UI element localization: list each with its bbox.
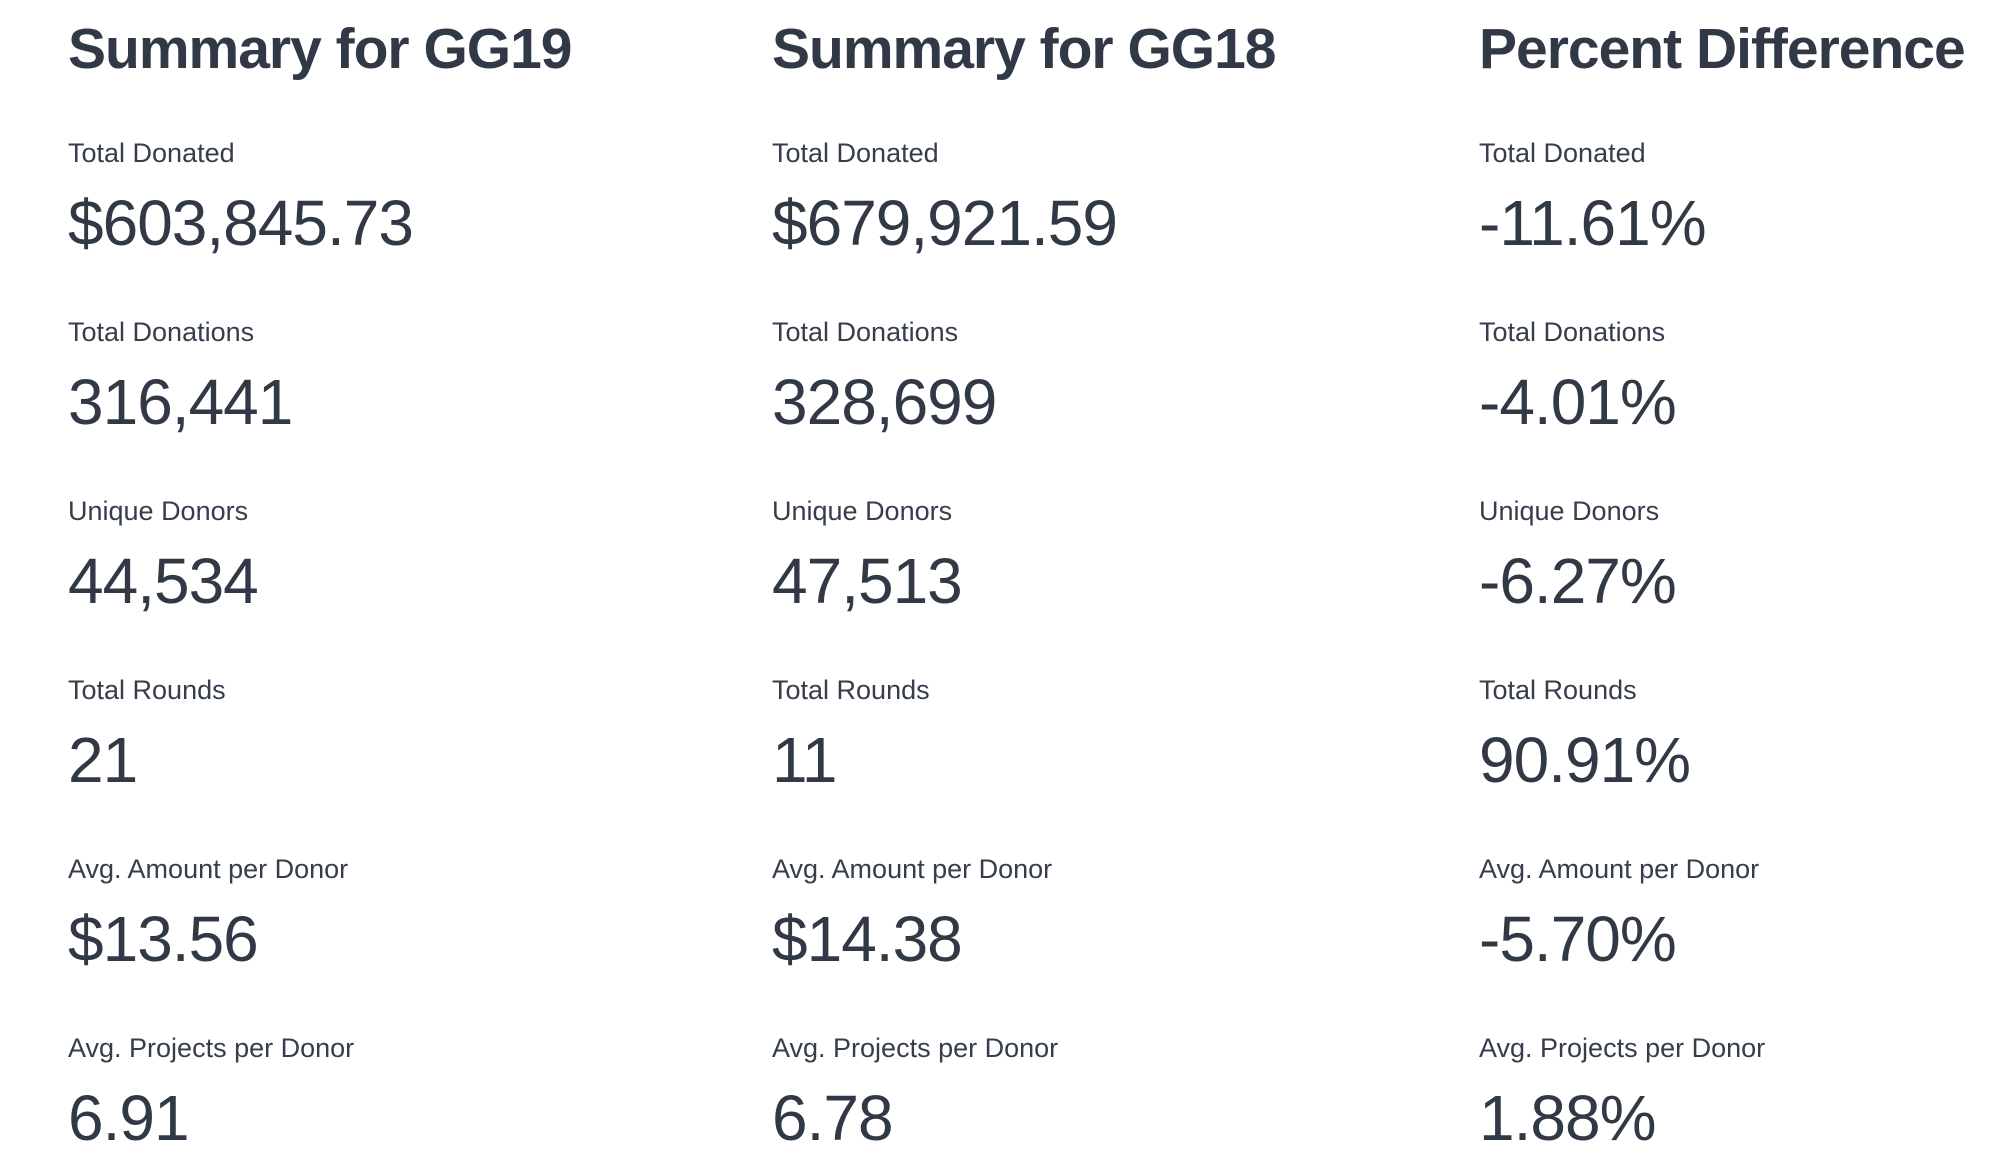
metric-label: Avg. Projects per Donor [772,1033,1059,1063]
metric-total-donations: Total Donations -4.01% [1479,315,2012,441]
column-title: Percent Difference [1479,17,1966,81]
metric-value: -5.70% [1479,903,1677,975]
metric-label: Total Rounds [772,675,930,705]
metric-label: Avg. Projects per Donor [68,1033,355,1063]
metric-label: Avg. Projects per Donor [1479,1033,1766,1063]
metric-label: Avg. Amount per Donor [68,854,349,884]
metric-label: Avg. Amount per Donor [1479,854,1760,884]
column-title: Summary for GG18 [772,17,1277,81]
metric-value: 11 [772,724,837,796]
metric-label: Avg. Amount per Donor [772,854,1053,884]
metric-unique-donors: Unique Donors 47,513 [772,494,1479,620]
column-title: Summary for GG19 [68,17,573,81]
metric-avg-projects-per-donor: Avg. Projects per Donor 6.91 [68,1031,772,1157]
metric-value: $679,921.59 [772,187,1118,259]
metric-total-donations: Total Donations 328,699 [772,315,1479,441]
metric-label: Total Donations [68,317,255,347]
metric-unique-donors: Unique Donors -6.27% [1479,494,2012,620]
metric-total-donations: Total Donations 316,441 [68,315,772,441]
metric-label: Total Rounds [68,675,226,705]
metric-label: Unique Donors [1479,496,1660,526]
metric-avg-projects-per-donor: Avg. Projects per Donor 6.78 [772,1031,1479,1157]
metric-label: Total Donated [772,138,939,168]
metric-avg-amount-per-donor: Avg. Amount per Donor -5.70% [1479,852,2012,978]
metric-value: 6.91 [68,1082,190,1154]
metric-value: -4.01% [1479,366,1677,438]
metric-avg-amount-per-donor: Avg. Amount per Donor $14.38 [772,852,1479,978]
metric-label: Unique Donors [68,496,249,526]
column-gg19-summary: Summary for GG19 Total Donated $603,845.… [68,16,772,1157]
metric-value: -11.61% [1479,187,1707,259]
metric-value: 1.88% [1479,1082,1656,1154]
metric-label: Total Donated [1479,138,1646,168]
metric-value: 21 [68,724,138,796]
metric-avg-amount-per-donor: Avg. Amount per Donor $13.56 [68,852,772,978]
metric-label: Total Donated [68,138,235,168]
metric-total-donated: Total Donated $603,845.73 [68,136,772,262]
metric-avg-projects-per-donor: Avg. Projects per Donor 1.88% [1479,1031,2012,1157]
metric-value: 44,534 [68,545,259,617]
summary-columns: Summary for GG19 Total Donated $603,845.… [68,16,2012,1157]
metric-label: Unique Donors [772,496,953,526]
metric-label: Total Donations [1479,317,1666,347]
metric-value: $13.56 [68,903,259,975]
metric-value: $603,845.73 [68,187,414,259]
metric-value: 47,513 [772,545,963,617]
metric-unique-donors: Unique Donors 44,534 [68,494,772,620]
metric-value: 316,441 [68,366,293,438]
metric-label: Total Donations [772,317,959,347]
metric-total-donated: Total Donated $679,921.59 [772,136,1479,262]
metric-value: 90.91% [1479,724,1691,796]
column-percent-difference: Percent Difference Total Donated -11.61%… [1479,16,2012,1157]
metric-value: 328,699 [772,366,997,438]
column-gg18-summary: Summary for GG18 Total Donated $679,921.… [772,16,1479,1157]
metric-value: 6.78 [772,1082,894,1154]
metric-label: Total Rounds [1479,675,1637,705]
metric-total-rounds: Total Rounds 90.91% [1479,673,2012,799]
metric-value: $14.38 [772,903,963,975]
metric-total-donated: Total Donated -11.61% [1479,136,2012,262]
metric-total-rounds: Total Rounds 21 [68,673,772,799]
metric-total-rounds: Total Rounds 11 [772,673,1479,799]
metric-value: -6.27% [1479,545,1677,617]
